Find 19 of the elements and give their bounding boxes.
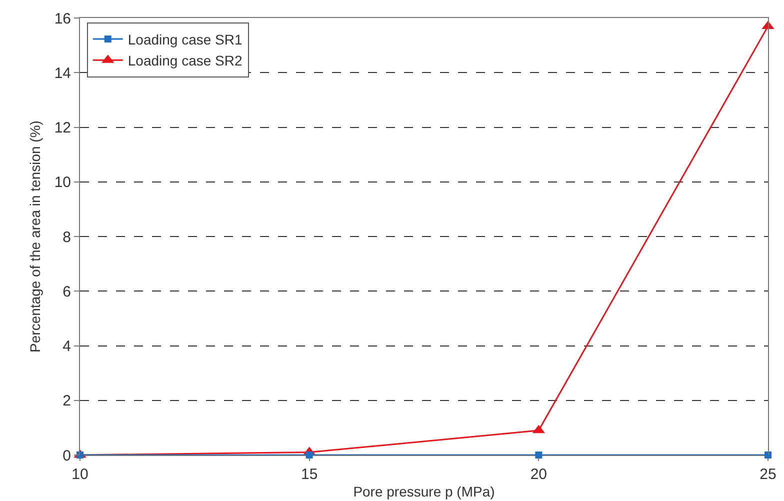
y-axis-title: Percentage of the area in tension (%) bbox=[26, 120, 43, 352]
point bbox=[535, 452, 542, 458]
point bbox=[306, 452, 313, 458]
x-tick-label: 25 bbox=[760, 466, 776, 483]
legend-label: Loading case SR2 bbox=[128, 52, 243, 69]
legend-label: Loading case SR1 bbox=[128, 31, 243, 48]
y-tick-label: 8 bbox=[62, 228, 71, 246]
x-tick-label: 15 bbox=[300, 466, 318, 483]
x-tick-label: 20 bbox=[530, 466, 548, 483]
point bbox=[764, 452, 772, 458]
y-tick-label: 4 bbox=[62, 338, 71, 355]
y-tick-label: 2 bbox=[62, 392, 71, 410]
x-axis-title: Pore pressure p (MPa) bbox=[353, 483, 495, 500]
y-tick-label: 14 bbox=[54, 64, 71, 82]
y-tick-label: 12 bbox=[54, 120, 71, 136]
y-tick-label: 10 bbox=[54, 174, 71, 192]
y-tick-label: 16 bbox=[54, 10, 71, 28]
y-tick-label: 0 bbox=[62, 447, 71, 464]
y-tick-label: 6 bbox=[62, 283, 71, 300]
